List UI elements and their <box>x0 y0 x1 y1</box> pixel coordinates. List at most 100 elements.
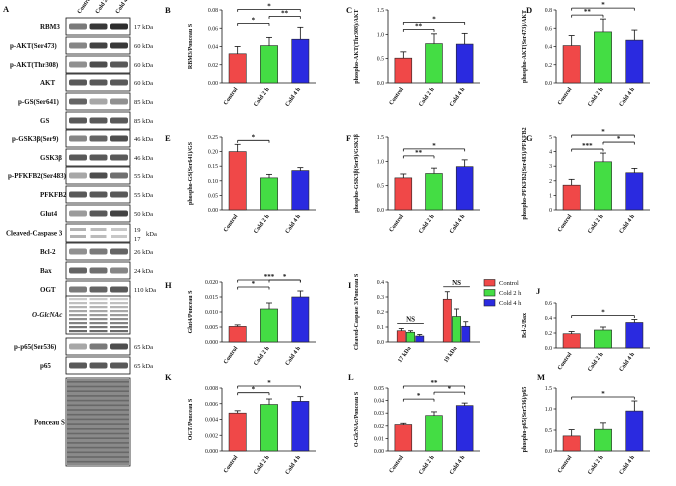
chart-e: E 0.00 0.05 0.10 0.15 0.20 0.25 phospho-GS(Ser6… <box>165 133 316 235</box>
blot-row-kda: 26 kDa <box>134 249 153 256</box>
bar <box>625 39 644 84</box>
bar <box>594 329 612 349</box>
panel-letter: G <box>526 133 533 143</box>
x-category-label: Control <box>389 213 406 233</box>
sig-label: ** <box>431 379 439 387</box>
bar <box>455 43 474 84</box>
blot-row-kda: 17 kDa <box>134 24 153 31</box>
y-tick-label: 0.02 <box>374 424 384 430</box>
ponceau-band <box>67 404 129 407</box>
chart-k: K 0.000 0.002 0.004 0.006 0.008 OGT/Ponceau S C… <box>165 372 316 476</box>
y-tick-label: 4 <box>549 150 552 156</box>
y-tick-label: 1.0 <box>377 32 384 38</box>
blot-frame <box>65 223 131 243</box>
bar <box>625 172 644 211</box>
blot-row-label: Ponceau S <box>34 419 65 427</box>
y-tick-label: 0.04 <box>208 45 218 51</box>
blot-band <box>111 228 127 231</box>
panel-letter: H <box>165 280 172 290</box>
bar <box>228 53 247 84</box>
sig-label: * <box>432 142 436 150</box>
sig-label: *** <box>264 273 275 281</box>
ponceau-band <box>67 390 129 392</box>
blot-smear <box>110 326 128 329</box>
sig-label: * <box>448 385 452 393</box>
blot-smear <box>89 326 108 329</box>
blot-smear <box>69 318 87 321</box>
chart-i: I 0.0 0.1 0.2 0.3 0.4 Cleaved-Caspase 3/Poncea… <box>348 273 480 364</box>
blot-row: PFKFB2 55 kDa <box>40 185 153 204</box>
ponceau-band <box>67 442 129 444</box>
y-tick-label: 1.0 <box>545 407 552 413</box>
blot-smear <box>69 314 87 317</box>
ponceau-band <box>67 413 129 416</box>
bar <box>260 404 278 452</box>
y-axis-label: OGT/Ponceau S <box>188 398 194 440</box>
blot-row: Ponceau S <box>34 377 131 467</box>
ponceau-band <box>67 399 129 402</box>
panel-letter: C <box>346 5 352 15</box>
x-category-label: Cold 2 h <box>418 86 436 108</box>
x-category-label: Cold 4 h <box>449 454 467 476</box>
blot-band <box>70 228 86 231</box>
bar <box>594 161 612 211</box>
blot-row-kda: 24 kDa <box>134 268 153 275</box>
x-category-label: Cold 4 h <box>619 454 637 476</box>
blot-row-label: Cleaved-Caspase 3 <box>6 230 63 238</box>
x-category-label: Cold 4 h <box>285 213 303 235</box>
x-category-label: Cold 2 h <box>587 86 605 108</box>
blot-band <box>89 172 108 179</box>
sig-label: * <box>601 1 605 9</box>
y-axis-label: phospho-AKT(Ser473)/AKT <box>521 10 528 83</box>
y-axis-label: O-GlcNAc/Ponceau S <box>354 391 360 447</box>
bar <box>260 45 278 84</box>
panel-letter: E <box>165 133 171 143</box>
ponceau-band <box>67 432 129 435</box>
bar <box>394 424 413 452</box>
sig-label: * <box>601 309 605 317</box>
sig-label: ** <box>415 149 423 157</box>
y-axis-label: Cleaved-Caspase 3/Ponceau S <box>354 273 360 350</box>
bar <box>406 331 415 343</box>
blot-band <box>89 362 108 369</box>
y-tick-label: 0.8 <box>545 8 552 14</box>
y-tick-label: 1.5 <box>377 135 384 141</box>
x-category-label: Cold 2 h <box>418 454 436 476</box>
sig-label: NS <box>406 316 415 324</box>
blot-row: RBM3 17 kDa <box>40 17 153 36</box>
blot-band <box>89 248 108 255</box>
blot-band <box>89 117 108 124</box>
blot-smear <box>89 310 108 313</box>
x-category-label: Control <box>557 86 574 106</box>
blot-band <box>89 267 108 274</box>
y-tick-label: 0.010 <box>205 310 218 316</box>
blot-smear <box>110 306 128 309</box>
blot-band <box>110 343 128 350</box>
bar <box>415 335 425 343</box>
blot-smear <box>110 322 128 325</box>
ponceau-band <box>67 385 129 388</box>
x-category-label: Cold 4 h <box>285 454 303 476</box>
x-category-label: Cold 4 h <box>285 86 303 108</box>
blot-band <box>69 42 87 49</box>
blot-row-kda: 85 kDa <box>134 118 153 125</box>
y-tick-label: 0.004 <box>205 418 218 424</box>
blot-row: p-PFKFB2(Ser483) 55 kDa <box>8 166 153 185</box>
blot-band <box>89 135 108 142</box>
blot-smear <box>69 310 87 313</box>
ponceau-stain <box>67 379 129 465</box>
sig-label: * <box>267 379 271 387</box>
blot-row-label: Bax <box>40 267 52 275</box>
blot-row-label: p-GSK3β(Ser9) <box>12 135 59 143</box>
x-category-label: Cold 2 h <box>587 213 605 235</box>
ponceau-band <box>67 428 129 430</box>
bar <box>455 405 474 452</box>
blot-row-label: p-AKT(Thr308) <box>10 61 59 69</box>
x-category-label: Cold 2 h <box>253 213 271 235</box>
sig-label: * <box>252 386 256 394</box>
blot-row-kda: 55 kDa <box>134 192 153 199</box>
bar <box>425 43 443 84</box>
blot-band <box>89 343 108 350</box>
bar <box>396 330 406 343</box>
blot-row: Bcl-2 26 kDa <box>40 242 153 261</box>
